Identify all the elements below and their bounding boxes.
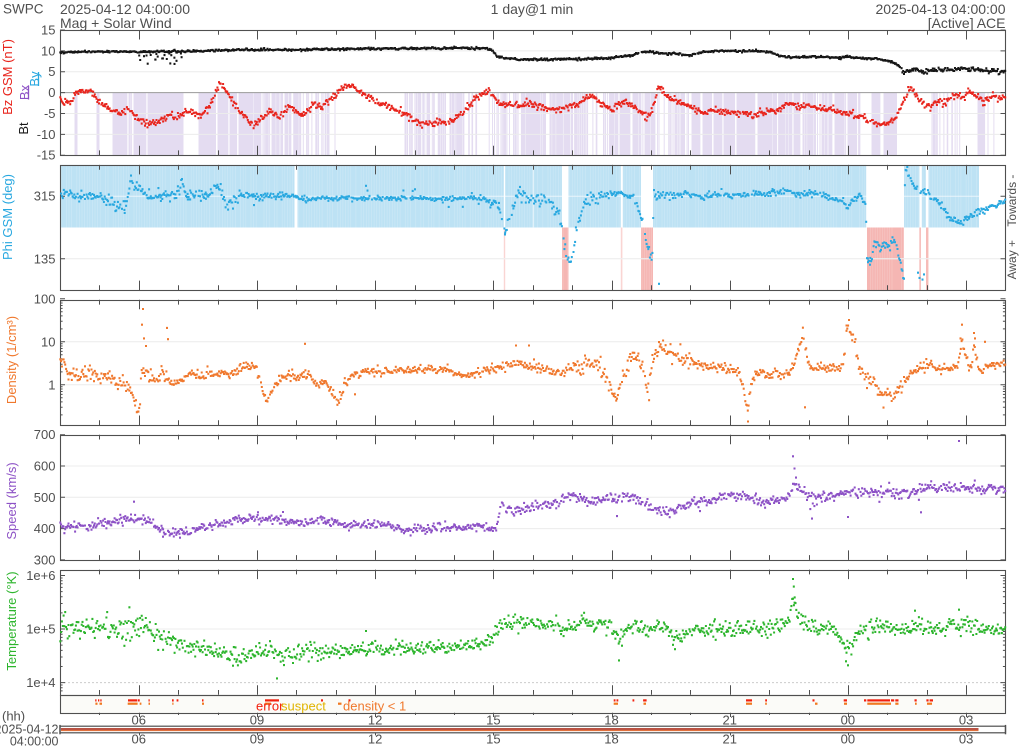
svg-text:700: 700 (34, 427, 56, 442)
svg-text:00: 00 (841, 732, 855, 747)
svg-text:09: 09 (250, 732, 264, 747)
svg-text:-10: -10 (37, 127, 56, 142)
svg-text:315: 315 (34, 189, 56, 204)
svg-text:density < 1: density < 1 (343, 699, 406, 714)
svg-text:100: 100 (34, 291, 56, 306)
svg-text:2025-04-12: 2025-04-12 (0, 723, 59, 737)
svg-text:600: 600 (34, 459, 56, 474)
svg-text:Temperature (°K): Temperature (°K) (4, 571, 19, 670)
svg-text:10: 10 (41, 334, 55, 349)
svg-text:1e+6: 1e+6 (26, 568, 55, 583)
svg-text:15: 15 (486, 713, 500, 728)
svg-text:2025-04-13 04:00:00: 2025-04-13 04:00:00 (876, 1, 1006, 17)
svg-text:Phi GSM (deg): Phi GSM (deg) (0, 174, 15, 260)
svg-text:1e+4: 1e+4 (26, 675, 55, 690)
svg-text:1 day@1 min: 1 day@1 min (491, 1, 574, 17)
svg-text:SWPC: SWPC (3, 2, 44, 17)
svg-text:-5: -5 (44, 106, 56, 121)
svg-text:1e+5: 1e+5 (26, 622, 55, 637)
svg-text:0: 0 (48, 85, 55, 100)
svg-text:Bt: Bt (16, 122, 31, 135)
svg-text:500: 500 (34, 490, 56, 505)
svg-text:300: 300 (34, 552, 56, 567)
svg-text:1: 1 (48, 377, 55, 392)
svg-text:Mag + Solar Wind: Mag + Solar Wind (60, 15, 172, 31)
svg-text:10: 10 (41, 43, 55, 58)
svg-text:15: 15 (41, 23, 55, 38)
svg-text:2025-04-12 04:00:00: 2025-04-12 04:00:00 (60, 1, 190, 17)
svg-text:12: 12 (368, 732, 382, 747)
svg-text:18: 18 (604, 732, 618, 747)
svg-text:[Active] ACE: [Active] ACE (928, 15, 1006, 31)
svg-text:Bz GSM (nT): Bz GSM (nT) (0, 39, 15, 115)
svg-text:18: 18 (604, 713, 618, 728)
svg-text:00: 00 (841, 713, 855, 728)
svg-text:135: 135 (34, 251, 56, 266)
svg-text:Density (1/cm³): Density (1/cm³) (4, 316, 19, 404)
svg-text:-15: -15 (37, 148, 56, 163)
svg-text:400: 400 (34, 521, 56, 536)
svg-text:04:00:00: 04:00:00 (10, 735, 59, 748)
svg-text:(hh): (hh) (2, 709, 25, 724)
svg-text:21: 21 (722, 713, 736, 728)
svg-text:Speed (km/s): Speed (km/s) (4, 462, 19, 539)
svg-text:09: 09 (250, 713, 264, 728)
svg-text:error: error (256, 699, 284, 714)
svg-text:5: 5 (48, 64, 55, 79)
svg-text:06: 06 (132, 732, 146, 747)
svg-text:21: 21 (722, 732, 736, 747)
svg-text:12: 12 (368, 713, 382, 728)
svg-text:Away + Towards -: Away + Towards - (1005, 175, 1019, 280)
svg-text:15: 15 (486, 732, 500, 747)
svg-text:03: 03 (959, 732, 973, 747)
svg-text:06: 06 (132, 713, 146, 728)
svg-text:03: 03 (959, 713, 973, 728)
svg-text:suspect: suspect (281, 699, 326, 714)
svg-text:By: By (27, 71, 42, 87)
